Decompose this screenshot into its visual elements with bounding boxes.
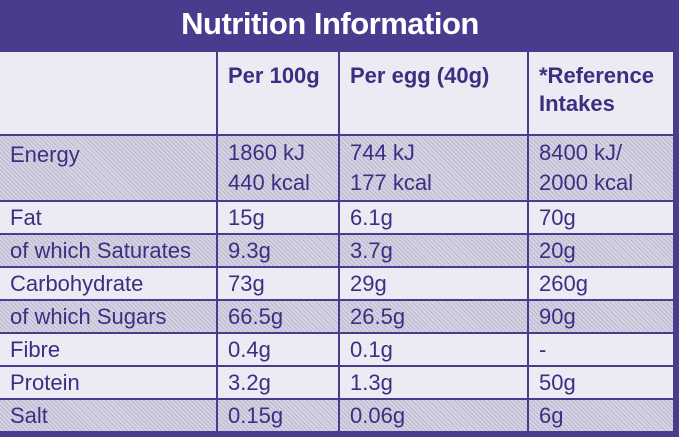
cell-per-100g: 15g [216,200,340,235]
header-per-egg: Per egg (40g) [338,50,529,136]
table-row: of which Sugars 66.5g 26.5g 90g [0,299,675,334]
table-row: Energy 1860 kJ 440 kcal 744 kJ 177 kcal … [0,134,675,202]
row-label: Fibre [0,332,218,367]
cell-ri: - [527,332,675,367]
cell-per-egg: 29g [338,266,529,301]
cell-ri: 90g [527,299,675,334]
row-label: Fat [0,200,218,235]
cell-ri: 50g [527,365,675,400]
cell-per-100g: 66.5g [216,299,340,334]
cell-per-egg: 0.06g [338,398,529,433]
row-label: of which Saturates [0,233,218,268]
cell-line: 8400 kJ/ [539,140,623,165]
cell-per-egg: 744 kJ 177 kcal [338,134,529,202]
row-label: Energy [0,134,218,202]
cell-per-100g: 0.15g [216,398,340,433]
cell-line: 440 kcal [228,170,310,195]
table-row: Fibre 0.4g 0.1g - [0,332,675,367]
row-label: Protein [0,365,218,400]
cell-ri: 20g [527,233,675,268]
cell-per-100g: 9.3g [216,233,340,268]
cell-ri: 260g [527,266,675,301]
header-nutrient [0,50,218,136]
cell-per-100g: 3.2g [216,365,340,400]
row-label: Carbohydrate [0,266,218,301]
row-label: Salt [0,398,218,433]
table-header-row: Per 100g Per egg (40g) *Reference Intakes [0,50,675,136]
table-row: Salt 0.15g 0.06g 6g [0,398,675,433]
header-per-100g: Per 100g [216,50,340,136]
cell-per-100g: 1860 kJ 440 kcal [216,134,340,202]
cell-line: 177 kcal [350,170,432,195]
row-label: of which Sugars [0,299,218,334]
cell-per-egg: 1.3g [338,365,529,400]
cell-per-egg: 26.5g [338,299,529,334]
cell-per-egg: 0.1g [338,332,529,367]
table-row: Protein 3.2g 1.3g 50g [0,365,675,400]
cell-ri: 70g [527,200,675,235]
table-row: of which Saturates 9.3g 3.7g 20g [0,233,675,268]
cell-per-egg: 3.7g [338,233,529,268]
cell-ri: 6g [527,398,675,433]
cell-per-egg: 6.1g [338,200,529,235]
table-row: Carbohydrate 73g 29g 260g [0,266,675,301]
cell-per-100g: 0.4g [216,332,340,367]
table-row: Fat 15g 6.1g 70g [0,200,675,235]
cell-line: 1860 kJ [228,140,306,165]
page-title: Nutrition Information [181,6,479,41]
header-reference-intakes: *Reference Intakes [527,50,675,136]
cell-ri: 8400 kJ/ 2000 kcal [527,134,675,202]
cell-line: 2000 kcal [539,170,634,195]
nutrition-table: Per 100g Per egg (40g) *Reference Intakes… [0,50,675,433]
cell-per-100g: 73g [216,266,340,301]
cell-line: 744 kJ [350,140,415,165]
